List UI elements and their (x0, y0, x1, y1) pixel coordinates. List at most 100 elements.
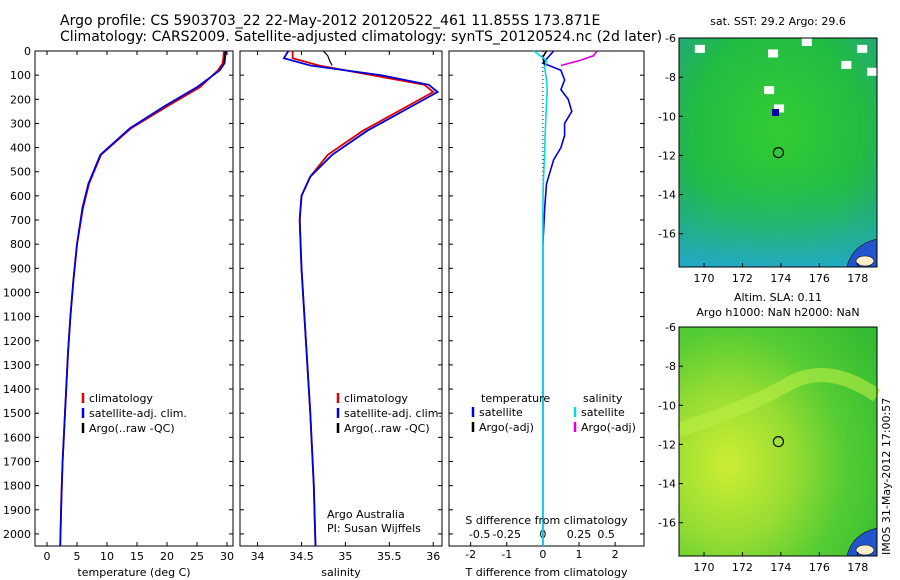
salinity-x-tick-label: 35 (338, 550, 352, 563)
depth-tick-label: 1400 (3, 383, 31, 396)
difference-t-tick-label: 0 (539, 548, 546, 561)
pi-label: PI: Susan Wijffels (327, 522, 421, 535)
temperature-x-tick-label: 15 (130, 550, 144, 563)
difference-t-tick-label: -1 (501, 548, 512, 561)
difference-s-tick-label: -0.5 (469, 528, 490, 541)
depth-tick-label: 2000 (3, 528, 31, 541)
depth-tick-label: 1500 (3, 407, 31, 420)
difference-series-line (541, 50, 573, 546)
figure-title-line-2: Climatology: CARS2009. Satellite-adjuste… (60, 29, 663, 45)
depth-tick-label: 0 (24, 45, 31, 58)
salinity-x-axis-label: salinity (321, 566, 361, 579)
difference-legend-salinity-label: satellite (581, 406, 625, 419)
temperature-x-axis-label: temperature (deg C) (77, 566, 190, 579)
difference-t-tick-label: 2 (612, 548, 619, 561)
salinity-x-tick-label: 34.5 (289, 550, 314, 563)
sst-map-lon-tick-label: 170 (693, 272, 714, 285)
difference-legend-heading: salinity (583, 392, 623, 405)
depth-tick-label: 700 (10, 214, 31, 227)
temperature-x-tick-label: 25 (190, 550, 204, 563)
sst-map-cloud-gap (764, 86, 775, 95)
sst-map-cold-pixel (772, 108, 780, 116)
sla-map-lon-tick-label: 176 (809, 561, 830, 574)
difference-t-tick-label: 1 (576, 548, 583, 561)
salinity-legend-label: climatology (344, 392, 408, 405)
sst-map-frame (678, 37, 878, 268)
depth-tick-label: 1300 (3, 359, 31, 372)
sla-map-lat-tick-label: -16 (658, 517, 676, 530)
depth-tick-label: 100 (10, 69, 31, 82)
sla-map-lon-tick-label: 170 (693, 561, 714, 574)
sla-map-anomaly-band (676, 368, 881, 437)
depth-tick-label: 1900 (3, 504, 31, 517)
argo-australia-label: Argo Australia (327, 508, 405, 521)
depth-tick-label: 1100 (3, 311, 31, 324)
temperature-legend-label: climatology (89, 392, 153, 405)
difference-legend-temperature-label: satellite (479, 406, 523, 419)
sst-map-lat-tick-label: -14 (658, 189, 676, 202)
temperature-series-line (222, 50, 226, 66)
difference-s-axis-label: S difference from climatology (465, 514, 628, 527)
difference-t-tick-label: -2 (465, 548, 476, 561)
sst-map-cloud-gap (857, 44, 868, 53)
sst-map-lat-tick-label: -12 (658, 149, 676, 162)
sla-map-lat-tick-label: -8 (665, 360, 676, 373)
depth-tick-label: 600 (10, 190, 31, 203)
temperature-plot-frame (34, 50, 234, 547)
salinity-x-tick-label: 34 (251, 550, 265, 563)
sla-map-lat-tick-label: -12 (658, 438, 676, 451)
sst-map-cloud-gap (694, 44, 705, 53)
difference-legend-temperature-label: Argo(-adj) (479, 421, 534, 434)
depth-tick-label: 1700 (3, 455, 31, 468)
sst-map-lat-tick-label: -8 (665, 71, 676, 84)
sla-map-title-line-2: Argo h1000: NaN h2000: NaN (696, 306, 859, 319)
sst-map-lon-tick-label: 178 (847, 272, 868, 285)
difference-s-tick-label: 0.25 (567, 528, 592, 541)
salinity-x-tick-label: 36 (426, 550, 440, 563)
sst-map-cloud-gap (841, 60, 852, 69)
difference-s-tick-label: -0.25 (493, 528, 521, 541)
sla-map-profile-location-marker (772, 435, 785, 448)
temperature-x-tick-label: 10 (100, 550, 114, 563)
depth-tick-label: 200 (10, 93, 31, 106)
depth-tick-label: 300 (10, 117, 31, 130)
temperature-legend-label: satellite-adj. clim. (89, 407, 187, 420)
sst-map-cloud-gap (774, 104, 785, 113)
figure-title-line-1: Argo profile: CS 5903703_22 22-May-2012 … (60, 13, 601, 29)
depth-tick-label: 1800 (3, 480, 31, 493)
difference-series-line (560, 50, 598, 67)
temperature-x-tick-label: 20 (160, 550, 174, 563)
sla-map-lat-tick-label: -14 (658, 478, 676, 491)
difference-legend-salinity-label: Argo(-adj) (581, 421, 636, 434)
sla-map-lon-tick-label: 172 (732, 561, 753, 574)
difference-s-tick-label: 0.5 (597, 528, 615, 541)
temperature-x-tick-label: 0 (44, 550, 51, 563)
sla-map-title-line-1: Altim. SLA: 0.11 (734, 291, 822, 304)
difference-legend-heading: temperature (481, 392, 550, 405)
depth-tick-label: 800 (10, 238, 31, 251)
temperature-x-tick-label: 30 (220, 550, 234, 563)
depth-tick-label: 400 (10, 142, 31, 155)
sst-map-island (855, 255, 875, 267)
sst-map-cloud-gap (801, 38, 812, 46)
sla-map-frame (678, 326, 878, 557)
sla-map-lon-tick-label: 174 (770, 561, 791, 574)
depth-tick-label: 1200 (3, 335, 31, 348)
difference-t-axis-label: T difference from climatology (465, 566, 628, 579)
sst-map-lat-tick-label: -6 (665, 32, 676, 45)
depth-tick-label: 1000 (3, 286, 31, 299)
sla-map-field (679, 327, 877, 556)
salinity-series-line (322, 50, 333, 66)
sst-map-lon-tick-label: 174 (770, 272, 791, 285)
salinity-legend-label: Argo(..raw -QC) (344, 422, 430, 435)
sst-map-profile-location-marker (772, 146, 785, 159)
sst-map-cloud-gap (867, 67, 878, 76)
sla-map-island (855, 544, 875, 556)
sla-map-lat-tick-label: -10 (658, 399, 676, 412)
sst-map-lat-tick-label: -16 (658, 228, 676, 241)
temperature-series-line (59, 50, 225, 547)
sst-map-lat-tick-label: -10 (658, 110, 676, 123)
sla-map-lon-tick-label: 178 (847, 561, 868, 574)
temperature-x-tick-label: 5 (74, 550, 81, 563)
